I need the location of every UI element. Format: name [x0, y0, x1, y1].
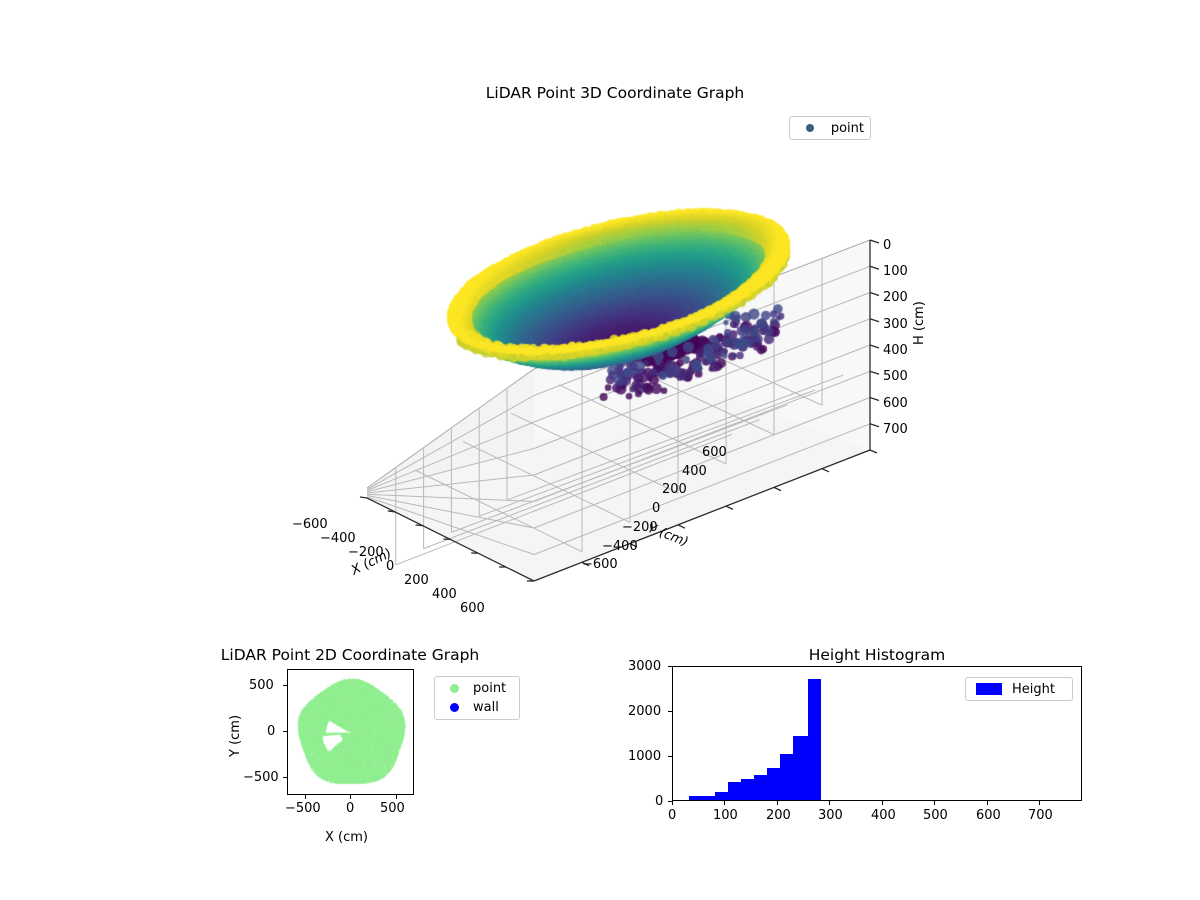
ytick-label: 3000 — [628, 659, 662, 674]
xtick-label: 400 — [432, 587, 457, 602]
xaxis-label-2d: X (cm) — [325, 830, 368, 845]
legend-item-point[interactable]: point — [441, 679, 513, 698]
legend-hist[interactable]: Height — [965, 677, 1073, 701]
circle-marker-icon — [441, 684, 467, 693]
chart-2d-title: LiDAR Point 2D Coordinate Graph — [220, 646, 480, 664]
ytick-label: 0 — [267, 724, 276, 739]
histogram-bar — [688, 796, 702, 800]
ztick-label: 700 — [883, 422, 908, 437]
ytick-label: 200 — [662, 482, 687, 497]
legend-item-height[interactable]: Height — [972, 680, 1066, 698]
histogram-bar — [727, 782, 741, 800]
xtick-label: −400 — [320, 531, 356, 546]
ytick-label: 2000 — [628, 704, 662, 719]
ztick-label: 500 — [883, 369, 908, 384]
ztick-label: 100 — [883, 264, 908, 279]
ytick-label: 0 — [655, 794, 664, 809]
ytick-label: −200 — [622, 520, 658, 535]
ztick-label: 300 — [883, 317, 908, 332]
histogram-bar — [754, 775, 768, 800]
chart-hist-title: Height Histogram — [808, 646, 946, 664]
legend-label: point — [473, 681, 507, 696]
legend-label: point — [830, 120, 864, 136]
chart-2d-axes[interactable] — [287, 669, 414, 795]
xtick-label: 400 — [871, 808, 896, 823]
xtick-label: −200 — [348, 545, 384, 560]
xtick-label: −600 — [292, 517, 328, 532]
chart-3d-title: LiDAR Point 3D Coordinate Graph — [485, 84, 745, 102]
circle-marker-icon — [441, 703, 467, 712]
circle-marker-icon — [796, 124, 825, 132]
ztick-label: 0 — [883, 238, 892, 253]
histogram-bar — [780, 754, 794, 800]
histogram-bar — [807, 679, 822, 800]
ztick-label: 600 — [883, 396, 908, 411]
xtick-label: 300 — [818, 808, 843, 823]
histogram-bar — [741, 778, 755, 800]
ytick-label: 1000 — [628, 749, 662, 764]
xtick-label: 700 — [1028, 808, 1053, 823]
xtick-label: 0 — [386, 559, 395, 574]
ytick-label: −500 — [243, 770, 279, 785]
zaxis-label-3d: H (cm) — [912, 301, 927, 345]
square-patch-icon — [972, 683, 1006, 695]
xtick-label: 500 — [923, 808, 948, 823]
xtick-label: 600 — [460, 601, 485, 616]
xtick-label: 200 — [404, 573, 429, 588]
ytick-label: −600 — [582, 557, 618, 572]
ytick-label: 400 — [682, 464, 707, 479]
axes-3d-frame — [359, 239, 880, 582]
histogram-bar — [701, 795, 715, 800]
histogram-bar — [714, 792, 728, 800]
xtick-label: 600 — [976, 808, 1001, 823]
ztick-label: 200 — [883, 290, 908, 305]
ytick-label: 600 — [702, 445, 727, 460]
legend-label: wall — [473, 700, 499, 715]
ytick-label: −400 — [602, 539, 638, 554]
histogram-bar — [767, 768, 781, 800]
xtick-label: 0 — [346, 801, 355, 816]
xtick-label: 0 — [668, 808, 677, 823]
ytick-label: 0 — [652, 501, 661, 516]
xtick-label: −500 — [285, 801, 321, 816]
legend-item-point[interactable]: point — [796, 119, 864, 137]
legend-2d[interactable]: point wall — [434, 676, 520, 720]
ztick-label: 400 — [883, 343, 908, 358]
histogram-bar — [793, 736, 808, 800]
ytick-label: 500 — [249, 678, 274, 693]
xtick-label: 200 — [766, 808, 791, 823]
legend-label: Height — [1012, 681, 1055, 697]
xtick-label: 500 — [380, 801, 405, 816]
yaxis-label-2d: Y (cm) — [228, 714, 243, 757]
legend-item-wall[interactable]: wall — [441, 698, 513, 717]
chart-3d-axes[interactable] — [330, 140, 930, 630]
legend-3d[interactable]: point — [789, 116, 871, 140]
xtick-label: 100 — [713, 808, 738, 823]
scatter-2d-point-cloud — [288, 670, 413, 794]
